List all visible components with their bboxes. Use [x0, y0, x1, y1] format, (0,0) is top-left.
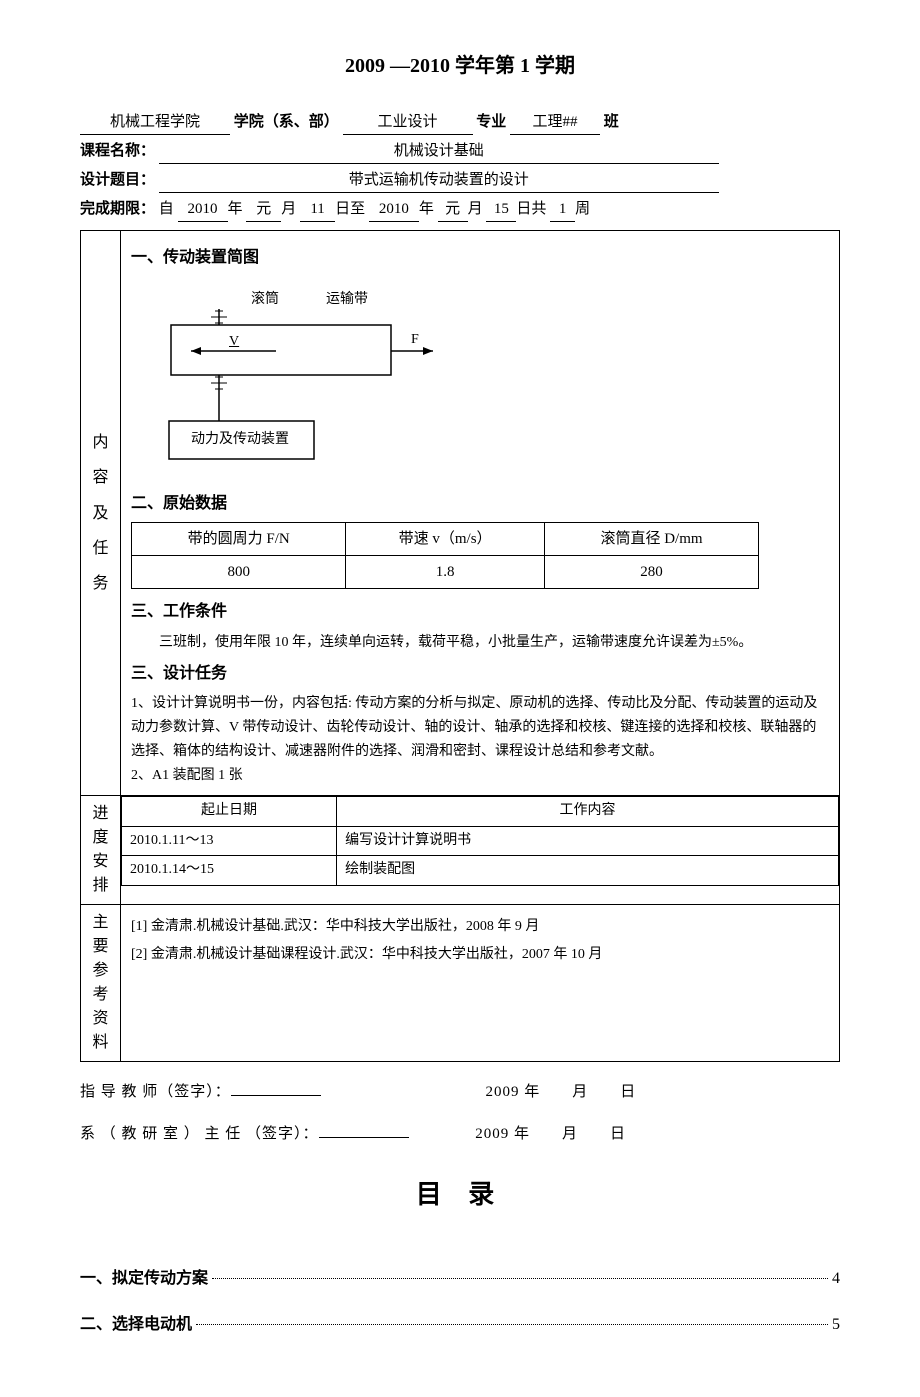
- deadline-label: 完成期限：: [80, 201, 155, 217]
- m-char: 月: [281, 201, 296, 217]
- sch-r1c1: 绘制装配图: [337, 856, 839, 885]
- side-schedule: 进度 安排: [81, 796, 121, 905]
- sign-teacher-label: 指 导 教 师（签字）：: [80, 1084, 231, 1100]
- sec1-title: 一、传动装置简图: [131, 245, 829, 271]
- toc-dots-0: [212, 1278, 828, 1279]
- sec4-l1: 1、设计计算说明书一份，内容包括: 传动方案的分析与拟定、原动机的选择、传动比及…: [131, 692, 829, 763]
- sch-r1c0: 2010.1.14～15: [122, 856, 337, 885]
- side-refs: 主要 参考 资料: [81, 905, 121, 1062]
- y2: 2010: [369, 197, 419, 222]
- dt-h2: 滚筒直径 D/mm: [544, 523, 758, 556]
- topic-value: 带式运输机传动装置的设计: [159, 168, 719, 193]
- sign-date1: 2009 年 月 日: [486, 1080, 637, 1104]
- major-suffix: 专业: [476, 114, 506, 130]
- toc-page-1: 5: [832, 1312, 840, 1338]
- sec3-title: 三、工作条件: [131, 599, 829, 625]
- sec4-l2: 2、A1 装配图 1 张: [131, 764, 829, 788]
- sign-head-label: 系 （ 教 研 室 ） 主 任 （签字）：: [80, 1126, 319, 1142]
- schedule-cell: 起止日期 工作内容 2010.1.11～13 编写设计计算说明书 2010.1.…: [121, 796, 840, 905]
- content-cell: 一、传动装置简图: [121, 231, 840, 796]
- toc-item-1: 二、选择电动机 5: [80, 1312, 840, 1338]
- ref-0: [1] 金清肃.机械设计基础.武汉：华中科技大学出版社，2008 年 9 月: [131, 913, 829, 941]
- line-deadline: 完成期限： 自 2010年 元月 11日至 2010年 元月 15日共 1周: [80, 197, 840, 222]
- class-suffix: 班: [604, 114, 619, 130]
- label-roller: 滚筒: [251, 289, 279, 311]
- college-value: 机械工程学院: [80, 110, 230, 135]
- toc-page-0: 4: [832, 1266, 840, 1292]
- sch-h1: 工作内容: [337, 797, 839, 826]
- weeks: 1: [550, 197, 575, 222]
- line-course: 课程名称： 机械设计基础: [80, 139, 840, 164]
- line-topic: 设计题目： 带式运输机传动装置的设计: [80, 168, 840, 193]
- line-college: 机械工程学院 学院（系、部） 工业设计 专业 工理## 班: [80, 110, 840, 135]
- sec3-text: 三班制，使用年限 10 年，连续单向运转，载荷平稳，小批量生产，运输带速度允许误…: [131, 631, 829, 655]
- schedule-table: 起止日期 工作内容 2010.1.11～13 编写设计计算说明书 2010.1.…: [121, 796, 839, 885]
- sch-r0c1: 编写设计计算说明书: [337, 826, 839, 855]
- d2: 15: [486, 197, 516, 222]
- dt-h0: 带的圆周力 F/N: [132, 523, 346, 556]
- label-f: F: [411, 329, 419, 351]
- header-block: 机械工程学院 学院（系、部） 工业设计 专业 工理## 班 课程名称： 机械设计…: [80, 110, 840, 222]
- data-table: 带的圆周力 F/N 带速 v（m/s） 滚筒直径 D/mm 800 1.8 28…: [131, 522, 759, 589]
- dt-c0: 800: [132, 556, 346, 589]
- sec4-title: 三、设计任务: [131, 661, 829, 687]
- sign-teacher-row: 指 导 教 师（签字）： 2009 年 月 日: [80, 1080, 840, 1104]
- to-char: 日至: [335, 201, 365, 217]
- deadline-prefix: 自: [159, 201, 174, 217]
- ref-1: [2] 金清肃.机械设计基础课程设计.武汉：华中科技大学出版社，2007 年 1…: [131, 941, 829, 969]
- toc-title: 目 录: [80, 1174, 840, 1216]
- y1: 2010: [178, 197, 228, 222]
- class-value: 工理##: [510, 110, 600, 135]
- transmission-diagram: 滚筒 运输带 V F 动力及传动装置: [161, 281, 441, 481]
- week-char: 周: [575, 201, 590, 217]
- sign-teacher-line: [231, 1095, 321, 1096]
- page-title: 2009 —2010 学年第 1 学期: [80, 50, 840, 82]
- sign-head-line: [319, 1137, 409, 1138]
- m1: 元: [246, 197, 281, 222]
- side-content: 内 容 及 任 务: [81, 231, 121, 796]
- d1: 11: [300, 197, 335, 222]
- y-char: 年: [228, 201, 243, 217]
- label-v: V: [229, 331, 239, 353]
- college-suffix: 学院（系、部）: [234, 114, 339, 130]
- sch-h0: 起止日期: [122, 797, 337, 826]
- end-char: 日共: [516, 201, 546, 217]
- m-char2: 月: [468, 201, 483, 217]
- y-char2: 年: [419, 201, 434, 217]
- label-belt: 运输带: [326, 289, 368, 311]
- toc-label-0: 一、拟定传动方案: [80, 1266, 208, 1292]
- toc-dots-1: [196, 1324, 828, 1325]
- m2: 元: [438, 197, 468, 222]
- toc-label-1: 二、选择电动机: [80, 1312, 192, 1338]
- dt-c2: 280: [544, 556, 758, 589]
- task-table: 内 容 及 任 务 一、传动装置简图: [80, 230, 840, 1062]
- major-value: 工业设计: [343, 110, 473, 135]
- refs-cell: [1] 金清肃.机械设计基础.武汉：华中科技大学出版社，2008 年 9 月 […: [121, 905, 840, 1062]
- dt-h1: 带速 v（m/s）: [346, 523, 544, 556]
- sec2-title: 二、原始数据: [131, 491, 829, 517]
- toc-item-0: 一、拟定传动方案 4: [80, 1266, 840, 1292]
- sign-date2: 2009 年 月 日: [475, 1122, 626, 1146]
- sch-r0c0: 2010.1.11～13: [122, 826, 337, 855]
- dt-c1: 1.8: [346, 556, 544, 589]
- topic-label: 设计题目：: [80, 172, 155, 188]
- label-drive: 动力及传动装置: [191, 429, 289, 451]
- course-label: 课程名称：: [80, 143, 155, 159]
- course-value: 机械设计基础: [159, 139, 719, 164]
- sign-head-row: 系 （ 教 研 室 ） 主 任 （签字）： 2009 年 月 日: [80, 1122, 840, 1146]
